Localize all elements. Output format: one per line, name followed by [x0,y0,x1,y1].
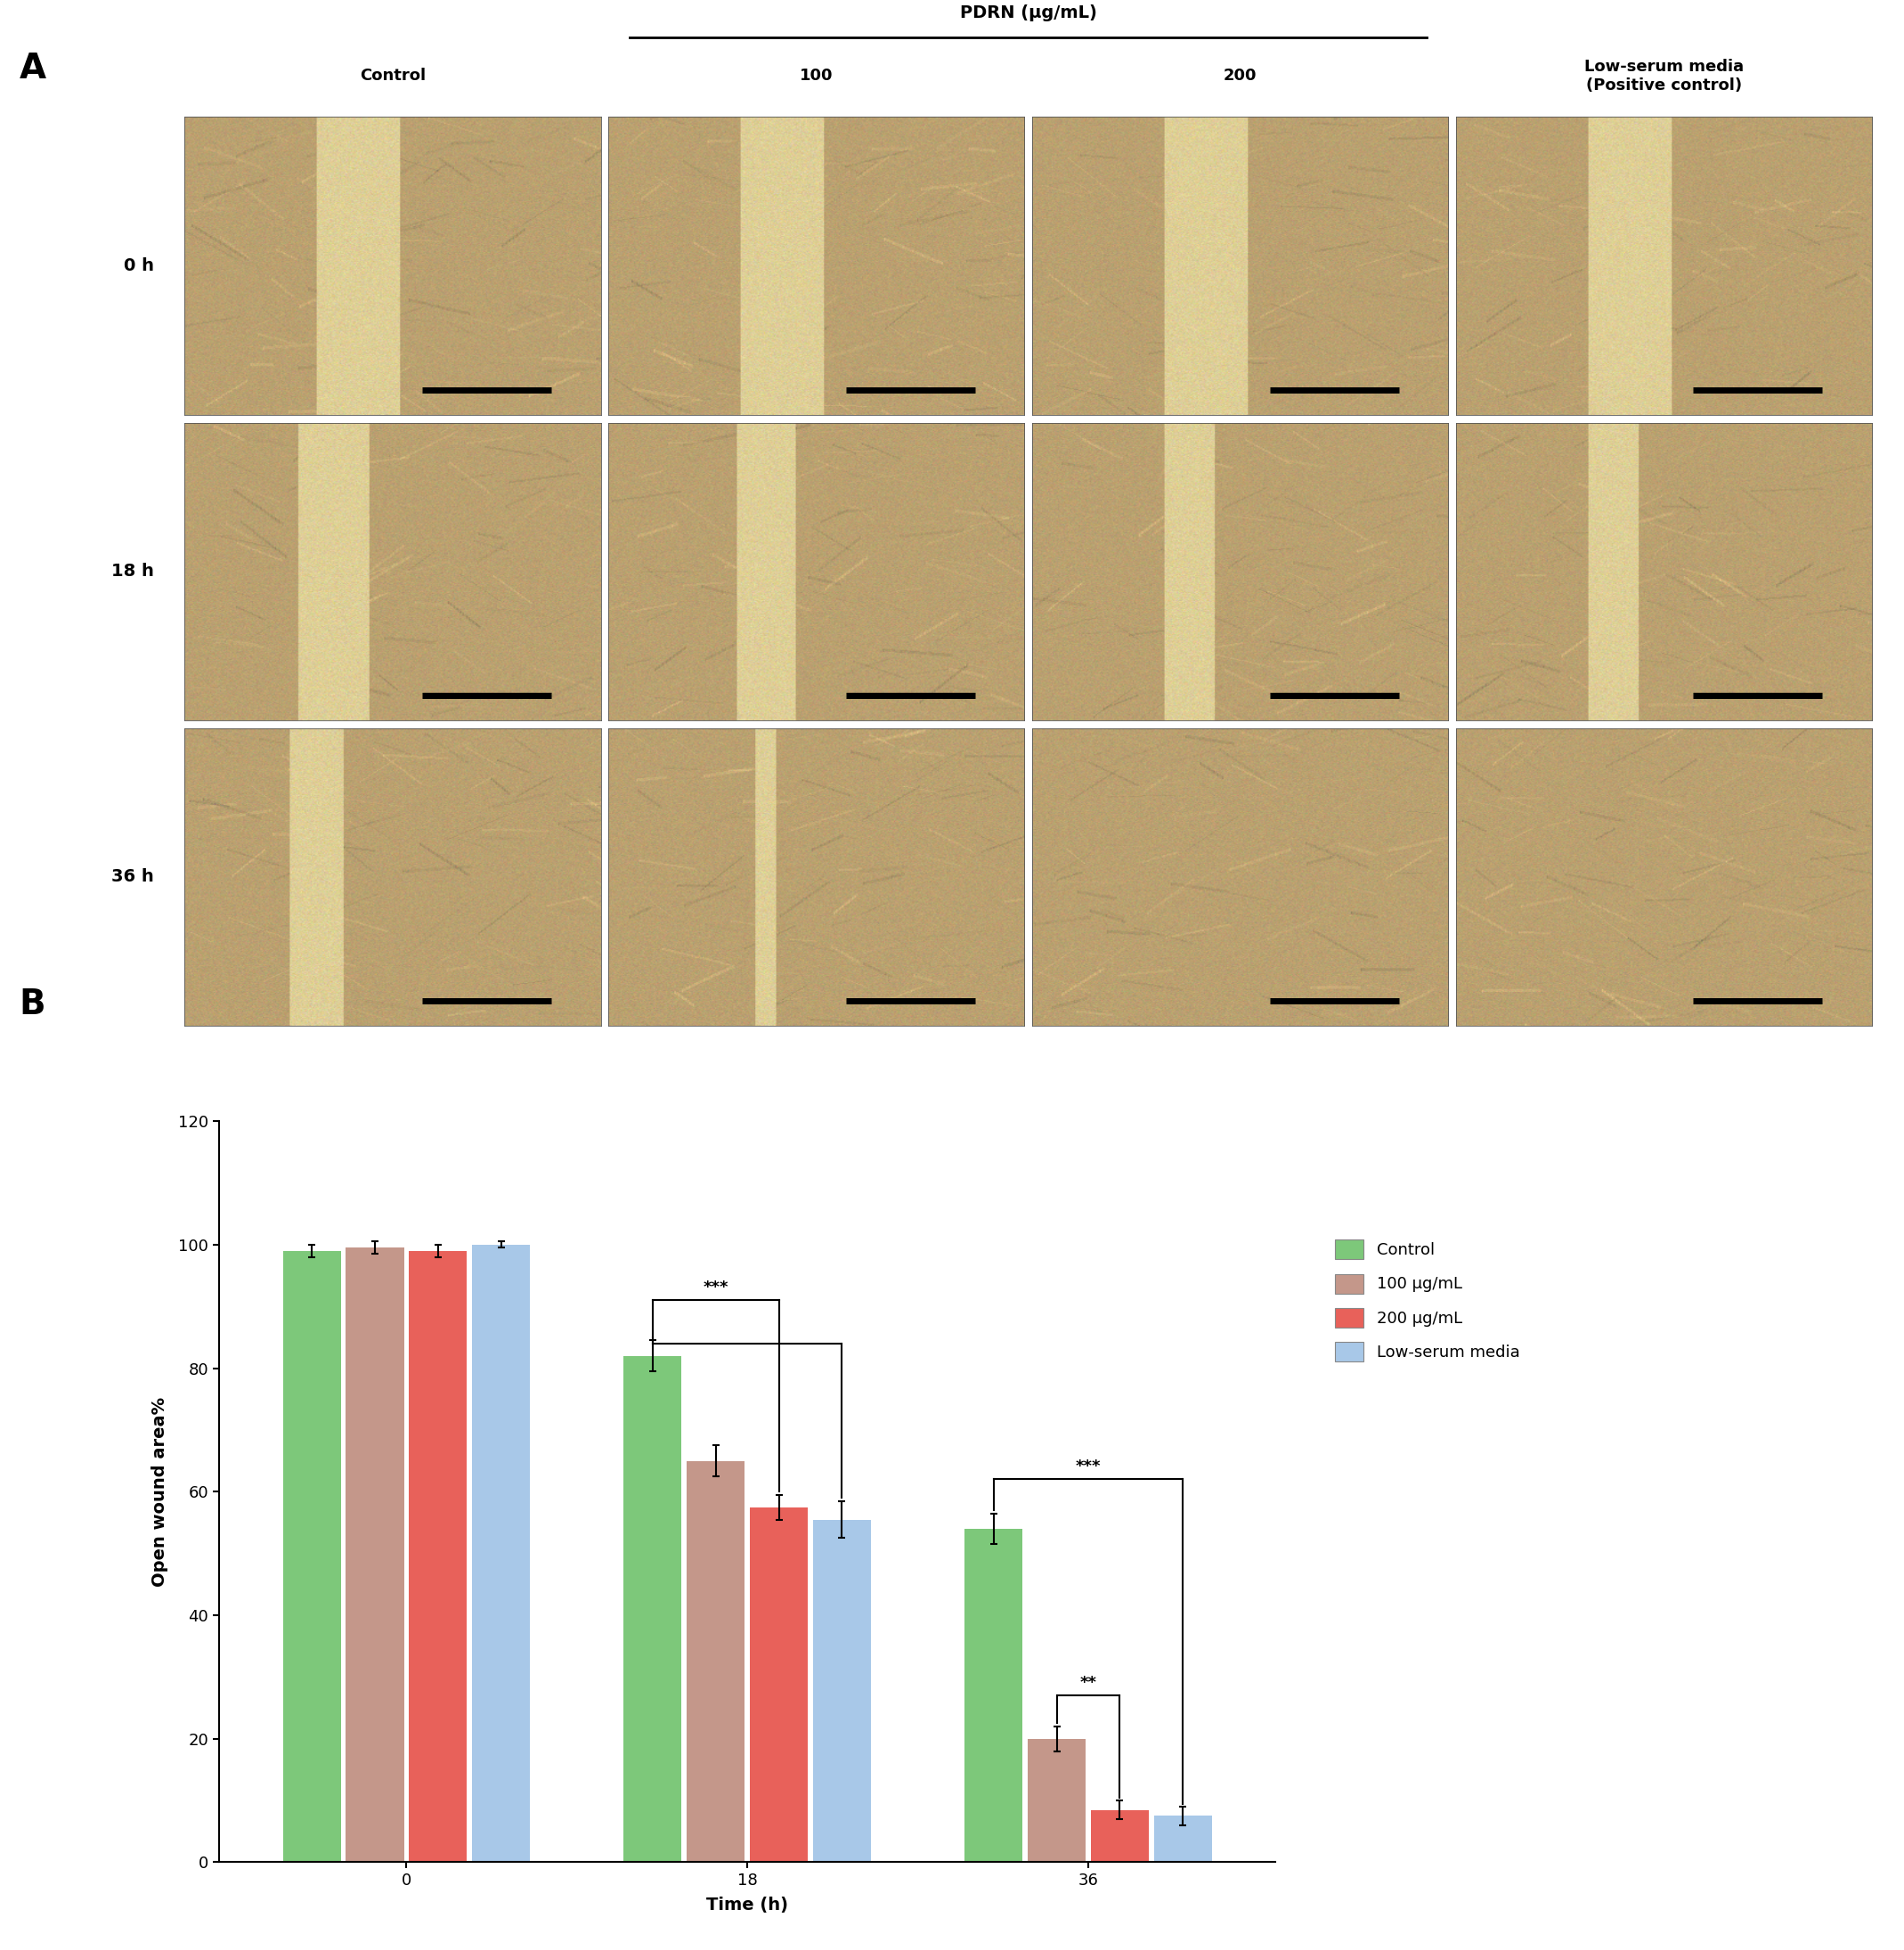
Text: Control: Control [360,68,426,84]
Text: Low-serum media
(Positive control): Low-serum media (Positive control) [1584,58,1744,94]
Bar [347,1248,404,1862]
Text: 36 h: 36 h [110,868,154,885]
Bar [750,1507,807,1862]
X-axis label: Time (h): Time (h) [706,1895,788,1913]
Text: 0 h: 0 h [124,257,154,275]
Bar [472,1244,529,1862]
Bar [1154,1815,1211,1862]
Text: A: A [19,51,46,86]
Legend: Control, 100 μg/mL, 200 μg/mL, Low-serum media: Control, 100 μg/mL, 200 μg/mL, Low-serum… [1321,1227,1533,1375]
Bar [813,1519,870,1862]
Bar [625,1355,682,1862]
Bar [1091,1810,1148,1862]
Text: PDRN (μg/mL): PDRN (μg/mL) [960,4,1097,21]
Bar [687,1461,744,1862]
Text: ***: *** [1076,1459,1101,1474]
Text: 18 h: 18 h [110,564,154,579]
Text: 100: 100 [800,68,834,84]
Bar [409,1252,466,1862]
Text: ***: *** [703,1279,729,1295]
Bar [1028,1739,1085,1862]
Text: **: ** [1080,1675,1097,1691]
Text: B: B [19,987,46,1022]
Y-axis label: Open wound area%: Open wound area% [150,1396,168,1587]
Bar [965,1529,1022,1862]
Bar [284,1252,341,1862]
Text: 200: 200 [1222,68,1257,84]
